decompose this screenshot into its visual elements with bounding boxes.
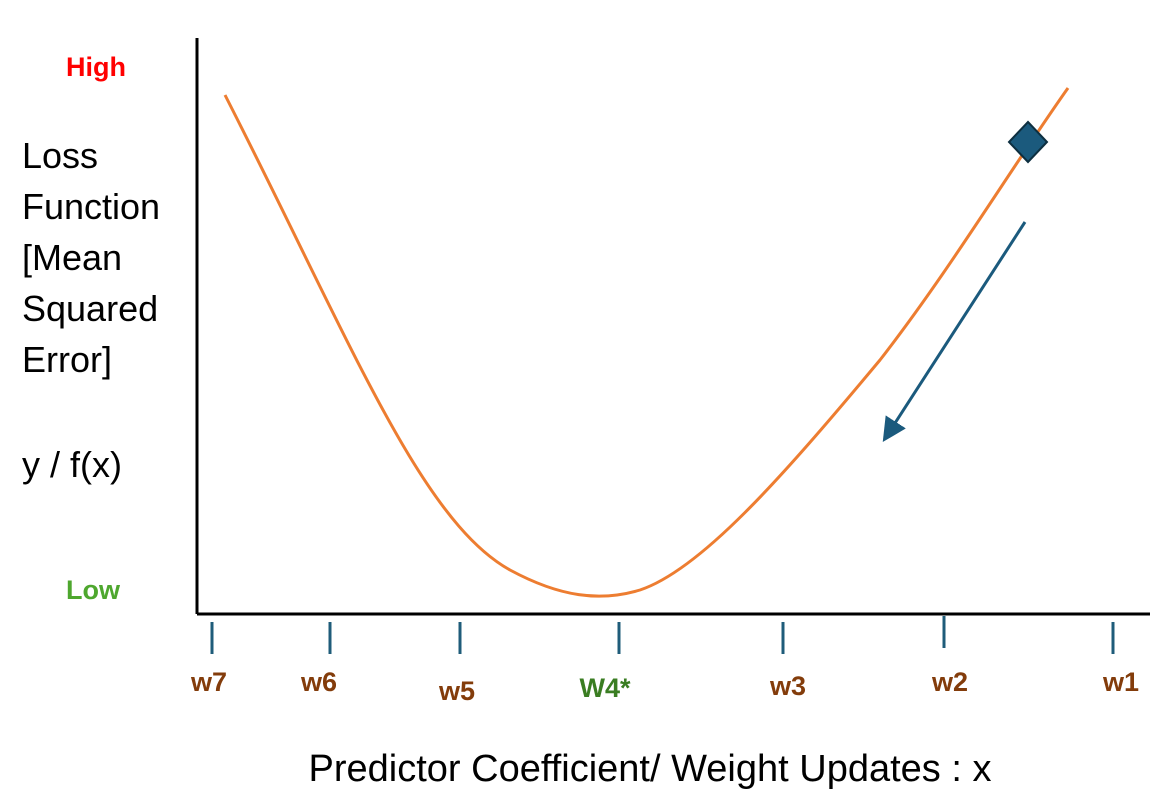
y-axis-title-line: Function — [22, 186, 161, 227]
x-tick-label-w5: w5 — [438, 676, 476, 706]
loss-curve — [223, 87, 1070, 598]
x-tick-label-w1: w1 — [1102, 667, 1140, 697]
high-label: High — [66, 52, 126, 82]
y-axis-title: Loss Function [Mean Squared Error] — [22, 130, 160, 385]
diamond-marker — [1007, 120, 1049, 164]
x-tick-marks — [210, 616, 1115, 654]
x-tick-label-w6: w6 — [300, 667, 338, 697]
x-tick-label-w2: w2 — [931, 667, 969, 697]
y-axis-title-line: Error] — [22, 339, 112, 380]
x-tick-label-w4: W4* — [579, 673, 631, 703]
low-label: Low — [66, 575, 120, 605]
x-tick-label-w7: w7 — [190, 667, 228, 697]
y-axis-title-line: Loss — [22, 135, 99, 176]
x-axis-title: Predictor Coefficient/ Weight Updates : … — [308, 748, 992, 790]
y-axis-title-line: [Mean — [22, 237, 123, 278]
y-axis-title-line: Squared — [22, 288, 159, 329]
y-variable-label: y / f(x) — [22, 444, 122, 485]
descent-arrow — [882, 221, 1027, 443]
x-tick-label-w3: w3 — [769, 671, 807, 701]
